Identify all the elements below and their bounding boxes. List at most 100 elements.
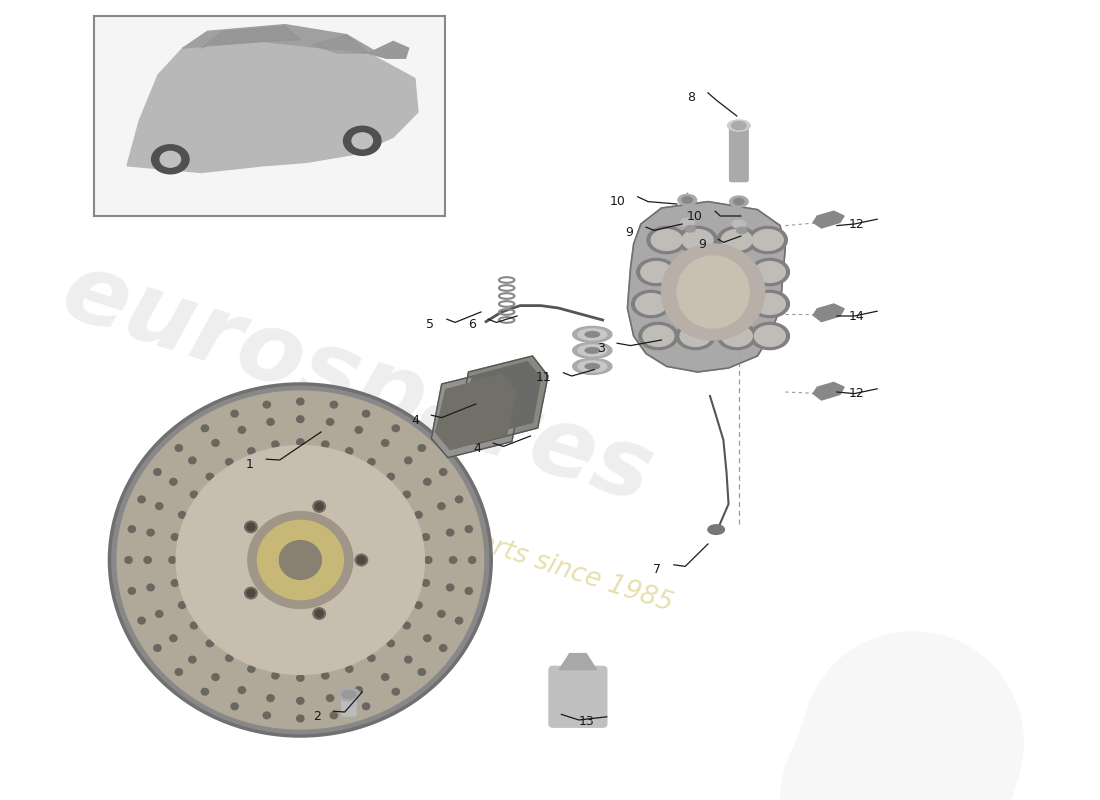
Ellipse shape <box>129 587 135 594</box>
Ellipse shape <box>316 610 323 618</box>
Ellipse shape <box>172 534 178 540</box>
Ellipse shape <box>345 448 353 454</box>
Ellipse shape <box>246 590 255 597</box>
Ellipse shape <box>363 703 370 710</box>
Polygon shape <box>813 211 844 228</box>
Polygon shape <box>813 382 844 400</box>
Circle shape <box>161 151 180 167</box>
Text: 9: 9 <box>698 238 706 250</box>
Ellipse shape <box>239 426 245 434</box>
Ellipse shape <box>639 322 678 350</box>
Ellipse shape <box>314 608 326 619</box>
Ellipse shape <box>422 580 429 586</box>
Ellipse shape <box>438 502 446 510</box>
Polygon shape <box>459 356 548 444</box>
Ellipse shape <box>755 294 785 314</box>
Ellipse shape <box>425 557 432 563</box>
Ellipse shape <box>752 230 783 250</box>
Ellipse shape <box>722 230 752 250</box>
Ellipse shape <box>455 496 463 502</box>
Ellipse shape <box>176 446 425 674</box>
Ellipse shape <box>681 218 694 226</box>
Ellipse shape <box>465 526 473 533</box>
Ellipse shape <box>737 227 747 234</box>
Ellipse shape <box>418 445 426 451</box>
Ellipse shape <box>297 715 304 722</box>
Text: 8: 8 <box>688 91 695 104</box>
Ellipse shape <box>327 694 333 702</box>
FancyBboxPatch shape <box>94 16 444 216</box>
Ellipse shape <box>403 491 410 498</box>
Polygon shape <box>627 202 785 372</box>
Ellipse shape <box>585 363 600 370</box>
Ellipse shape <box>355 554 367 566</box>
Ellipse shape <box>155 502 163 510</box>
Ellipse shape <box>355 686 362 694</box>
Ellipse shape <box>248 666 255 672</box>
Ellipse shape <box>248 448 255 454</box>
Ellipse shape <box>678 194 696 206</box>
Ellipse shape <box>755 262 785 282</box>
Ellipse shape <box>631 290 671 318</box>
Ellipse shape <box>450 557 456 563</box>
Text: 11: 11 <box>536 371 551 384</box>
Ellipse shape <box>227 492 234 498</box>
Ellipse shape <box>685 226 695 232</box>
Ellipse shape <box>231 703 239 710</box>
Ellipse shape <box>267 694 274 702</box>
Ellipse shape <box>578 329 607 340</box>
Polygon shape <box>312 34 368 53</box>
Ellipse shape <box>129 526 135 533</box>
Ellipse shape <box>469 557 476 563</box>
Ellipse shape <box>673 258 712 286</box>
Polygon shape <box>462 362 541 436</box>
Ellipse shape <box>207 474 213 480</box>
Ellipse shape <box>733 220 746 228</box>
Ellipse shape <box>267 418 274 426</box>
Ellipse shape <box>717 226 757 254</box>
Ellipse shape <box>321 672 329 679</box>
Ellipse shape <box>352 481 359 487</box>
Ellipse shape <box>214 607 221 614</box>
Ellipse shape <box>338 688 360 701</box>
Text: 3: 3 <box>597 342 605 354</box>
Ellipse shape <box>682 197 692 203</box>
FancyBboxPatch shape <box>549 666 607 727</box>
Ellipse shape <box>447 529 453 536</box>
Ellipse shape <box>190 622 198 629</box>
Ellipse shape <box>396 557 404 563</box>
Ellipse shape <box>201 688 209 695</box>
Polygon shape <box>559 654 596 670</box>
Ellipse shape <box>272 441 279 448</box>
Ellipse shape <box>345 666 353 672</box>
Ellipse shape <box>637 258 675 286</box>
Ellipse shape <box>189 457 196 464</box>
Ellipse shape <box>199 539 207 546</box>
Ellipse shape <box>226 458 233 466</box>
Text: 6: 6 <box>468 318 475 330</box>
FancyBboxPatch shape <box>729 126 748 182</box>
Text: 7: 7 <box>653 563 661 576</box>
Ellipse shape <box>678 226 717 254</box>
Ellipse shape <box>642 326 674 346</box>
Ellipse shape <box>393 688 399 695</box>
Ellipse shape <box>672 294 703 314</box>
Ellipse shape <box>342 690 356 698</box>
Ellipse shape <box>178 511 186 518</box>
Ellipse shape <box>379 506 386 513</box>
Ellipse shape <box>327 418 333 426</box>
Ellipse shape <box>144 557 152 563</box>
Ellipse shape <box>388 522 396 528</box>
Ellipse shape <box>168 557 176 563</box>
Circle shape <box>352 133 373 149</box>
Ellipse shape <box>382 439 388 446</box>
Ellipse shape <box>190 491 198 498</box>
Ellipse shape <box>198 557 205 563</box>
Text: eurospares: eurospares <box>51 245 664 523</box>
Ellipse shape <box>147 529 154 536</box>
Ellipse shape <box>394 574 402 581</box>
Ellipse shape <box>573 326 612 342</box>
Ellipse shape <box>388 592 396 598</box>
Ellipse shape <box>367 492 374 498</box>
Ellipse shape <box>418 669 426 675</box>
